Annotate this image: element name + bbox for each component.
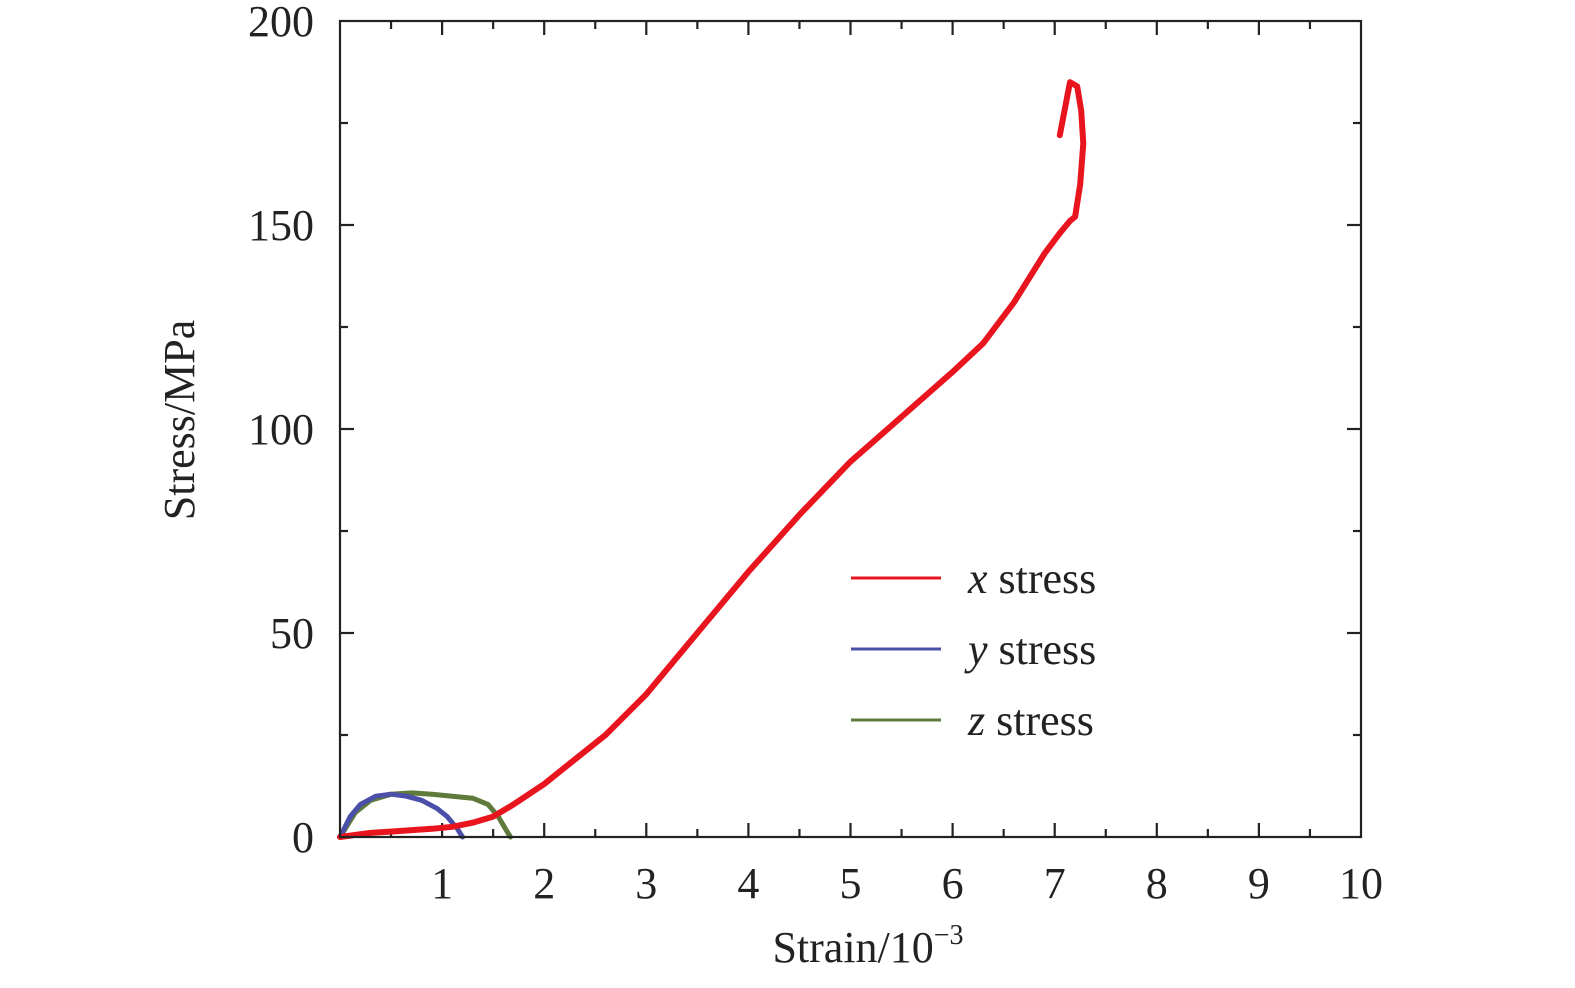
- x-tick-label: 1: [431, 859, 453, 908]
- y-tick-label: 50: [270, 609, 314, 658]
- legend-rest-z: stress: [985, 696, 1094, 745]
- legend-var-y: y: [964, 625, 988, 674]
- y-axis-title: Stress/MPa: [155, 320, 204, 520]
- legend-label-x: x stress: [967, 554, 1096, 603]
- x-axis-title: Strain/10−3: [772, 920, 963, 972]
- series-line-y: [337, 791, 465, 840]
- x-tick-label: 9: [1248, 859, 1270, 908]
- y-tick-label: 200: [248, 0, 314, 46]
- legend-var-x: x: [967, 554, 988, 603]
- x-tick-label: 6: [942, 859, 964, 908]
- legend-var-z: z: [967, 696, 985, 745]
- x-tick-labels: 1 2 3 4 5 6 7 8 9 10: [431, 859, 1383, 908]
- y-tick-labels: 0 50 100 150 200: [248, 0, 314, 862]
- series-line-x: [337, 79, 1087, 840]
- y-tick-label: 100: [248, 405, 314, 454]
- axis-ticks: [340, 21, 1361, 837]
- x-tick-label: 3: [635, 859, 657, 908]
- x-tick-label: 10: [1339, 859, 1383, 908]
- y-tick-label: 0: [292, 813, 314, 862]
- x-tick-label: 7: [1044, 859, 1066, 908]
- legend-rest-x: stress: [988, 554, 1097, 603]
- plot-frame: [338, 19, 1363, 839]
- legend-label-y: y stress: [964, 625, 1096, 674]
- x-tick-label: 4: [737, 859, 759, 908]
- legend-label-z: z stress: [967, 696, 1094, 745]
- legend-rest-y: stress: [988, 625, 1097, 674]
- x-tick-label: 5: [840, 859, 862, 908]
- x-axis-title-base: Strain/10: [772, 923, 933, 972]
- x-axis-title-exponent: −3: [934, 920, 964, 951]
- x-tick-label: 2: [533, 859, 555, 908]
- y-tick-label: 150: [248, 201, 314, 250]
- x-tick-label: 8: [1146, 859, 1168, 908]
- series-lines: [337, 79, 1087, 840]
